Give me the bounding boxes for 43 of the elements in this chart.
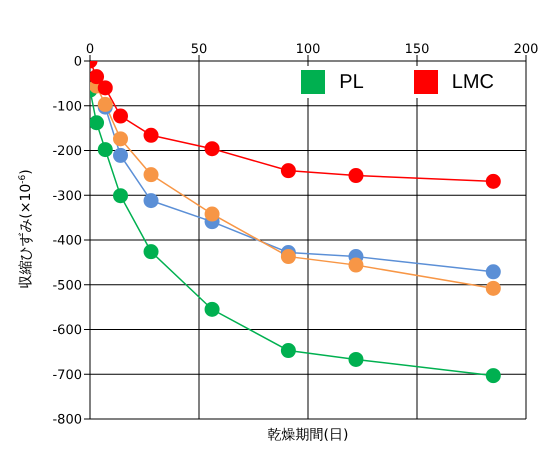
y-tick-label: -400 — [52, 234, 82, 249]
point — [486, 264, 501, 280]
y-tick-label: -800 — [52, 412, 82, 428]
point — [348, 352, 364, 367]
point — [98, 142, 113, 158]
y-tick-label: -600 — [52, 323, 82, 338]
legend-label: LMC — [452, 70, 494, 94]
point — [113, 188, 128, 204]
point — [486, 280, 501, 296]
point — [144, 244, 159, 260]
point — [144, 193, 159, 208]
point — [348, 258, 364, 273]
point — [280, 343, 296, 358]
point — [204, 302, 220, 317]
point — [98, 96, 113, 112]
point — [204, 141, 220, 156]
x-axis-title: 乾燥期間(日) — [266, 426, 350, 444]
x-tick-label: 50 — [190, 42, 208, 57]
point — [280, 249, 296, 264]
y-tick-label: -100 — [52, 99, 82, 114]
y-tick-label: -300 — [52, 188, 82, 204]
legend-label: PL — [339, 70, 364, 94]
y-tick-label: 0 — [74, 54, 82, 70]
x-tick-label: 200 — [514, 42, 538, 57]
point — [113, 108, 128, 124]
point — [486, 368, 501, 384]
x-tick-label: 0 — [86, 42, 94, 57]
point — [144, 128, 159, 143]
point — [348, 168, 364, 184]
point — [486, 174, 501, 189]
x-tick-label: 100 — [296, 42, 320, 57]
point — [204, 206, 220, 222]
point — [90, 69, 104, 84]
point — [98, 80, 113, 96]
y-tick-label: -500 — [52, 278, 82, 294]
point — [280, 163, 296, 178]
y-tick-label: -200 — [52, 144, 82, 160]
point — [144, 167, 159, 182]
point — [113, 131, 128, 146]
point — [113, 148, 128, 163]
x-tick-label: 150 — [404, 42, 430, 57]
point — [90, 115, 104, 130]
y-tick-label: -700 — [52, 368, 82, 383]
